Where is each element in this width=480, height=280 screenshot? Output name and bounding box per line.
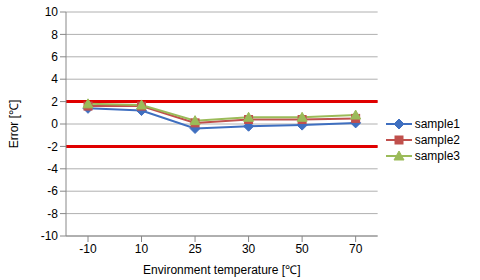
- svg-text:-10: -10: [79, 242, 97, 256]
- html-text:sample3: sample3: [414, 149, 460, 163]
- html-text:sample1: sample1: [414, 117, 460, 131]
- svg-text:6: 6: [51, 50, 58, 64]
- svg-text:-8: -8: [47, 207, 58, 221]
- svg-text:2: 2: [51, 95, 58, 109]
- svg-text:Environment temperature [℃]: Environment temperature [℃]: [143, 263, 300, 277]
- svg-text:70: 70: [349, 242, 363, 256]
- svg-text:-6: -6: [47, 184, 58, 198]
- svg-text:0: 0: [51, 117, 58, 131]
- svg-text:10: 10: [45, 5, 59, 19]
- svg-text:-4: -4: [47, 162, 58, 176]
- svg-text:Error [℃]: Error [℃]: [8, 100, 21, 149]
- svg-text:-2: -2: [47, 140, 58, 154]
- svg-text:30: 30: [242, 242, 256, 256]
- html-text:sample2: sample2: [414, 133, 460, 147]
- svg-text:50: 50: [295, 242, 309, 256]
- svg-text:-10: -10: [41, 229, 59, 243]
- svg-text:25: 25: [188, 242, 202, 256]
- svg-text:8: 8: [51, 28, 58, 42]
- svg-text:4: 4: [51, 72, 58, 86]
- svg-text:10: 10: [135, 242, 149, 256]
